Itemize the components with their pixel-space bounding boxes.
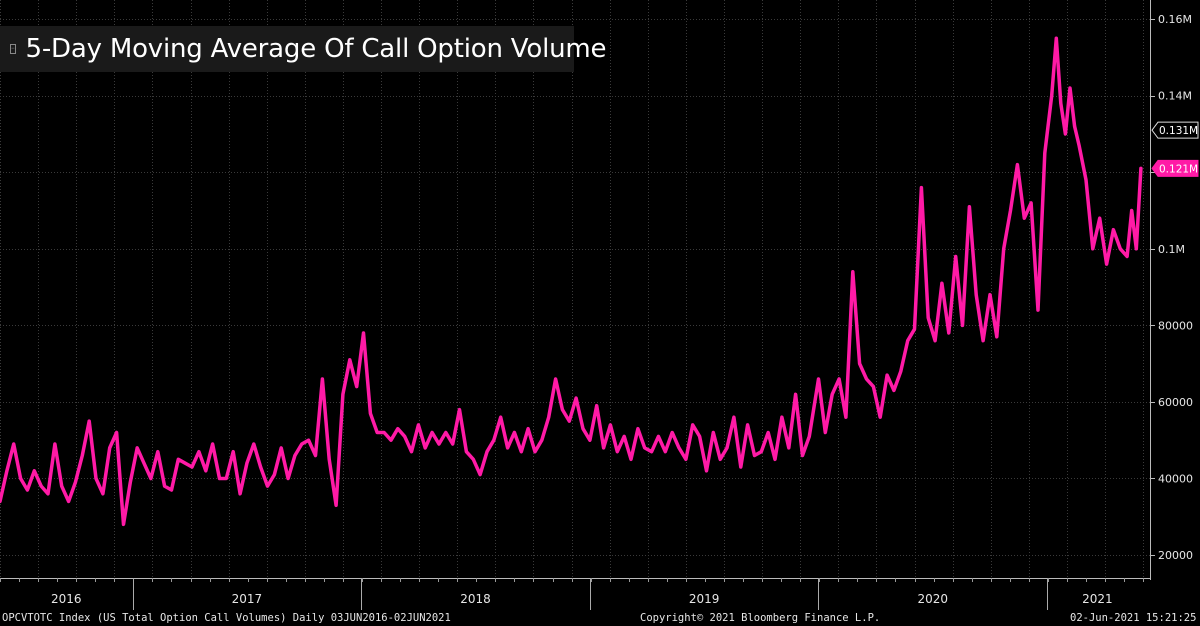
- x-tick-label: 2021: [1082, 592, 1113, 606]
- x-tick-label: 2017: [232, 592, 263, 606]
- value-tag: 0.131M: [1151, 121, 1199, 139]
- x-tick-label: 2019: [689, 592, 720, 606]
- y-tick-label: 60000: [1158, 396, 1193, 409]
- x-tick-label: 2018: [460, 592, 491, 606]
- value-tag: 0.121M: [1151, 159, 1199, 177]
- footer-copyright: Copyright© 2021 Bloomberg Finance L.P.: [640, 612, 881, 624]
- value-tag-label: 0.131M: [1159, 125, 1198, 137]
- y-tick-label: 20000: [1158, 549, 1193, 562]
- footer: OPCVTOTC Index (US Total Option Call Vol…: [0, 611, 1200, 626]
- footer-ticker: OPCVTOTC Index (US Total Option Call Vol…: [2, 612, 451, 624]
- x-tick-label: 2016: [51, 592, 82, 606]
- x-axis-band: [0, 579, 1150, 612]
- x-axis: 2016 2017 2018 2019 2020 2021: [0, 578, 1150, 612]
- y-tick-label: 80000: [1158, 319, 1193, 332]
- annotations-layer: 0.131M 0.121M: [1151, 121, 1199, 177]
- value-tag-box: [1151, 121, 1199, 139]
- legend: − 5-Day Moving Average Of Call Option Vo…: [0, 26, 606, 72]
- value-tag-box: [1151, 159, 1199, 177]
- x-tick-label: 2020: [918, 592, 949, 606]
- y-tick-label: 0.14M: [1158, 90, 1192, 103]
- series-layer: [0, 36, 1143, 527]
- y-tick-label: 0.1M: [1158, 243, 1185, 256]
- y-tick-label: 40000: [1158, 472, 1193, 485]
- footer-timestamp: 02-Jun-2021 15:21:25: [1070, 612, 1197, 624]
- y-tick-label: 0.16M: [1158, 13, 1192, 26]
- legend-label: 5-Day Moving Average Of Call Option Volu…: [25, 34, 607, 64]
- series-line: [0, 36, 1143, 527]
- minus-box-icon[interactable]: −: [10, 44, 16, 54]
- value-tag-label: 0.121M: [1159, 163, 1198, 175]
